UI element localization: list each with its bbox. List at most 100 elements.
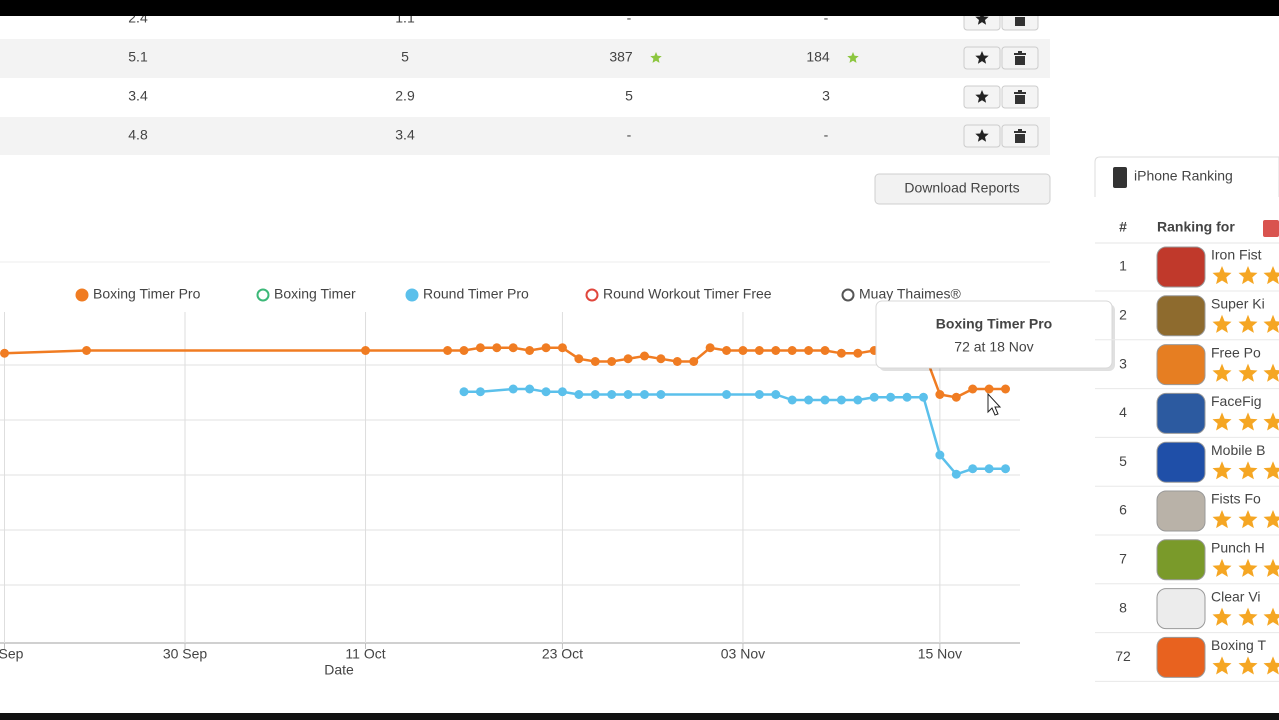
table-cell: - bbox=[627, 127, 632, 143]
data-point bbox=[984, 464, 994, 474]
rating-star bbox=[1238, 314, 1258, 333]
app-name[interactable]: Iron Fist bbox=[1211, 247, 1262, 263]
rank: 7 bbox=[1119, 551, 1127, 567]
rating-star bbox=[1238, 266, 1258, 285]
cursor bbox=[987, 392, 1002, 416]
app-name[interactable]: Mobile B bbox=[1211, 442, 1265, 458]
table-cell: 387 bbox=[609, 49, 633, 65]
app-name[interactable]: Super Ki bbox=[1211, 296, 1265, 312]
data-point bbox=[804, 395, 814, 405]
star-icon bbox=[975, 129, 989, 142]
row-actions bbox=[963, 85, 1039, 109]
data-point bbox=[902, 392, 912, 402]
app-name[interactable]: FaceFig bbox=[1211, 393, 1262, 409]
legend-label[interactable]: Boxing Timer bbox=[274, 286, 356, 302]
data-point bbox=[951, 469, 961, 479]
data-point bbox=[459, 387, 469, 397]
bottom-bar bbox=[0, 713, 1279, 720]
data-point bbox=[607, 357, 617, 366]
download-button[interactable] bbox=[874, 173, 1051, 205]
data-point bbox=[607, 390, 617, 399]
rating-star bbox=[1212, 363, 1232, 382]
data-point bbox=[836, 395, 846, 405]
up-icon bbox=[847, 52, 859, 63]
rank: 2 bbox=[1119, 307, 1127, 323]
data-point bbox=[738, 346, 748, 355]
table-cell: - bbox=[824, 10, 829, 26]
rank: 5 bbox=[1119, 453, 1127, 469]
rating-star bbox=[1212, 266, 1232, 285]
data-point bbox=[820, 346, 830, 355]
sidebar-tab[interactable] bbox=[1094, 156, 1279, 197]
data-point bbox=[639, 351, 649, 361]
data-point bbox=[475, 387, 485, 397]
app-name[interactable]: Boxing T bbox=[1211, 637, 1266, 653]
legend-label[interactable]: Boxing Timer Pro bbox=[93, 286, 201, 302]
data-point bbox=[771, 390, 781, 399]
data-point bbox=[82, 346, 92, 355]
data-point bbox=[984, 384, 994, 394]
x-axis-title: Date bbox=[324, 662, 354, 678]
app-icon bbox=[1156, 441, 1206, 483]
legend-marker bbox=[841, 288, 855, 302]
trash-icon bbox=[1014, 51, 1026, 65]
rating-star bbox=[1263, 607, 1279, 626]
rating-star bbox=[1263, 363, 1279, 382]
app-icon bbox=[1156, 539, 1206, 581]
data-point bbox=[508, 384, 518, 394]
x-tick-label: 11 Oct bbox=[345, 646, 385, 662]
rank: 3 bbox=[1119, 355, 1127, 371]
table-cell: - bbox=[824, 127, 829, 143]
row-actions bbox=[963, 46, 1039, 70]
legend-marker bbox=[75, 288, 89, 302]
data-point bbox=[574, 354, 584, 364]
rating-star bbox=[1263, 314, 1279, 333]
x-tick-label: Sep bbox=[0, 646, 24, 662]
table-cell: 5 bbox=[401, 49, 409, 65]
rating-star bbox=[1263, 558, 1279, 577]
rating-star bbox=[1238, 363, 1258, 382]
table-cell: 3 bbox=[822, 88, 830, 104]
x-tick-label: 30 Sep bbox=[163, 646, 208, 662]
data-point bbox=[492, 343, 502, 353]
x-tick-label: 23 Oct bbox=[542, 646, 583, 662]
data-point bbox=[361, 346, 371, 355]
data-point bbox=[804, 346, 814, 355]
app-icon bbox=[1156, 344, 1206, 386]
data-point bbox=[771, 346, 781, 355]
chart: Sep 30 Sep 11 Oct 23 Oct 03 Nov 15 Nov Date Box… bbox=[0, 286, 1020, 678]
data-point bbox=[508, 343, 518, 353]
data-point bbox=[0, 348, 9, 358]
star-icon bbox=[975, 90, 989, 103]
data-point bbox=[754, 390, 764, 399]
app-name[interactable]: Fists Fo bbox=[1211, 491, 1261, 507]
legend-label[interactable]: Muay Thaimes® bbox=[859, 286, 962, 302]
app-icon bbox=[1156, 295, 1206, 337]
badge bbox=[1263, 220, 1279, 237]
rating-star bbox=[1263, 656, 1279, 675]
sidebar-header: # bbox=[1119, 219, 1127, 235]
app-icon bbox=[1156, 636, 1206, 678]
rating-star bbox=[1263, 412, 1279, 431]
app-icon bbox=[1156, 490, 1206, 532]
app-name[interactable]: Clear Vi bbox=[1211, 588, 1261, 604]
table-cell: 5 bbox=[625, 88, 633, 104]
download-button-label[interactable]: Download Reports bbox=[904, 180, 1019, 196]
data-point bbox=[787, 395, 797, 405]
app-name[interactable]: Free Po bbox=[1211, 344, 1261, 360]
sidebar-tab-label[interactable]: iPhone Ranking bbox=[1134, 168, 1233, 184]
legend-marker bbox=[585, 288, 599, 302]
app-name[interactable]: Punch H bbox=[1211, 540, 1265, 556]
legend-label[interactable]: Round Timer Pro bbox=[423, 286, 529, 302]
legend-label[interactable]: Round Workout Timer Free bbox=[603, 286, 772, 302]
data-point bbox=[623, 390, 633, 399]
rating-star bbox=[1212, 461, 1232, 480]
rating-star bbox=[1238, 412, 1258, 431]
data-point bbox=[853, 348, 863, 358]
data-point bbox=[918, 392, 928, 402]
data-point bbox=[705, 343, 715, 353]
rating-star bbox=[1212, 656, 1232, 675]
table-cell: 4.8 bbox=[128, 127, 148, 143]
data-point bbox=[935, 450, 945, 460]
